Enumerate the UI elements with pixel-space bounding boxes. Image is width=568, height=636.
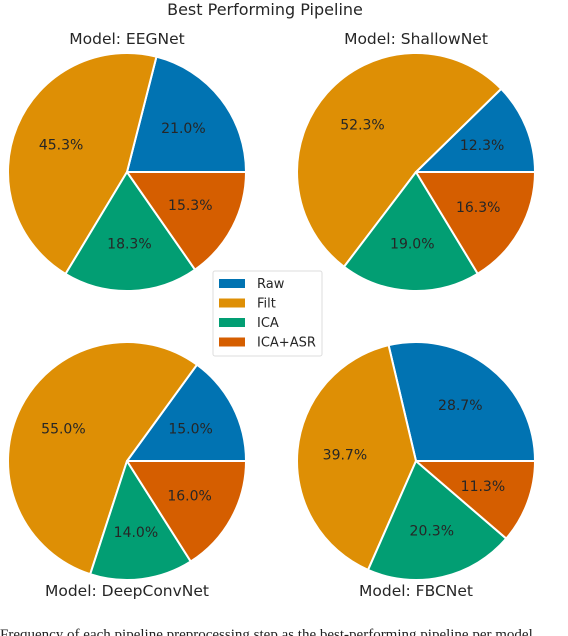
legend-label-ica-asr: ICA+ASR <box>257 336 316 351</box>
pie-label-ica-asr: 16.0% <box>167 488 211 504</box>
pie-chart-shallownet: Model: ShallowNet 12.3% 52.3% 19.0% 16.3% <box>296 30 536 292</box>
legend: Raw Filt ICA ICA+ASR <box>212 270 323 357</box>
pie-slice-filt <box>7 52 158 275</box>
pie-slice-raw <box>126 363 247 462</box>
legend-frame <box>212 270 323 357</box>
pie-slice-ica <box>343 171 479 292</box>
pie-title: Model: DeepConvNet <box>45 582 209 600</box>
pie-title: Model: EEGNet <box>69 30 185 48</box>
pie-slice-filt <box>296 52 503 268</box>
pie-chart-deepconvnet: Model: DeepConvNet 15.0% 55.0% 14.0% 16.0% <box>7 341 247 600</box>
pie-slice-ica <box>89 460 192 581</box>
pie-label-filt: 45.3% <box>39 137 83 153</box>
pie-label-ica: 19.0% <box>390 236 434 252</box>
pie-label-filt: 52.3% <box>340 118 384 134</box>
figure-caption: Frequency of each pipeline preprocessing… <box>0 628 533 636</box>
pie-label-ica-asr: 16.3% <box>456 200 500 216</box>
legend-swatch-ica-asr <box>219 337 245 347</box>
pie-label-ica: 18.3% <box>107 236 151 252</box>
pie-label-ica: 14.0% <box>114 525 158 541</box>
pie-title: Model: ShallowNet <box>344 30 488 48</box>
pie-label-raw: 21.0% <box>161 121 205 137</box>
pie-slice-filt <box>296 344 417 571</box>
legend-swatch-raw <box>219 279 245 288</box>
pie-label-raw: 15.0% <box>168 422 212 438</box>
pie-slice-raw <box>387 341 536 462</box>
pie-label-ica: 20.3% <box>410 524 454 540</box>
pie-slice-filt <box>7 341 198 576</box>
pie-label-filt: 39.7% <box>323 448 367 464</box>
legend-swatch-filt <box>219 298 245 308</box>
legend-label-ica: ICA <box>257 316 279 331</box>
pie-slice-ica-asr <box>126 460 247 563</box>
pie-slice-ica-asr <box>415 460 536 540</box>
pie-label-filt: 55.0% <box>41 422 85 438</box>
legend-label-filt: Filt <box>257 297 276 312</box>
pie-title: Model: FBCNet <box>359 582 473 600</box>
pie-chart-fbcnet: Model: FBCNet 28.7% 39.7% 20.3% 11.3% <box>296 341 536 600</box>
pie-slice-ica-asr <box>415 171 536 275</box>
pie-slice-raw <box>126 55 247 173</box>
pie-label-ica-asr: 11.3% <box>461 479 505 495</box>
figure-title: Best Performing Pipeline <box>167 0 363 19</box>
pie-label-raw: 12.3% <box>460 138 504 154</box>
pie-slice-ica <box>64 171 197 292</box>
pie-slice-ica-asr <box>126 171 247 271</box>
pie-slice-raw <box>415 87 536 173</box>
legend-swatch-ica <box>219 318 245 327</box>
pie-label-ica-asr: 15.3% <box>168 198 212 214</box>
legend-label-raw: Raw <box>257 277 285 292</box>
pie-label-raw: 28.7% <box>438 398 482 414</box>
pie-slice-ica <box>367 460 508 581</box>
pie-chart-eegnet: Model: EEGNet 21.0% 45.3% 18.3% 15.3% <box>7 30 247 292</box>
